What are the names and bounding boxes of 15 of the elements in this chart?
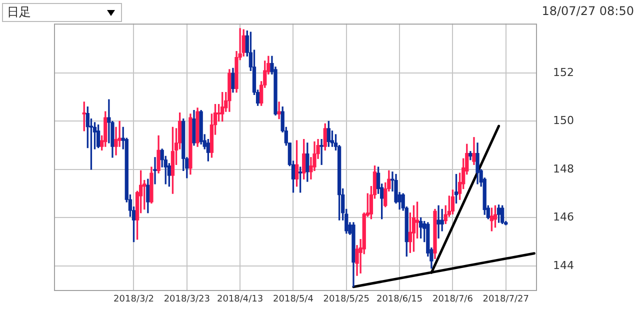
y-tick-label: 144	[553, 258, 574, 272]
y-tick-label: 150	[553, 114, 574, 128]
x-tick-label: 2018/5/25	[323, 294, 370, 305]
x-tick-label: 2018/3/23	[164, 294, 210, 305]
period-dropdown: 日足	[2, 3, 122, 22]
x-tick-label: 2018/7/6	[432, 294, 474, 305]
x-tick-label: 2018/5/4	[273, 294, 314, 305]
y-tick-label: 148	[553, 162, 574, 176]
x-tick-label: 2018/4/13	[216, 294, 264, 305]
x-tick-label: 2018/7/27	[482, 294, 529, 305]
x-tick-label: 2018/6/15	[376, 294, 423, 305]
x-tick-label: 2018/3/2	[114, 294, 154, 305]
y-tick-label: 146	[553, 210, 574, 224]
y-tick-label: 152	[553, 66, 574, 79]
text: 18/07/27 08:50	[542, 4, 634, 18]
